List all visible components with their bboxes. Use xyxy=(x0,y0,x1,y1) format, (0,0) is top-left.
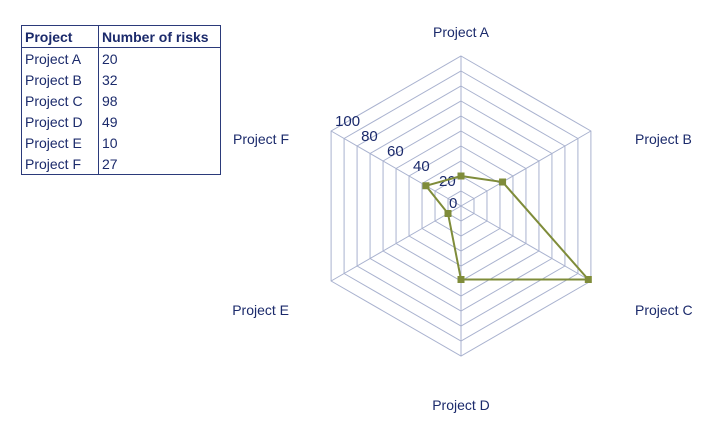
table-cell-risks: 32 xyxy=(102,71,118,88)
radial-tick-label: 100 xyxy=(335,113,360,130)
table-cell-risks: 27 xyxy=(102,155,118,172)
radial-tick-label: 40 xyxy=(413,158,430,175)
data-point xyxy=(444,210,452,217)
data-point xyxy=(457,276,465,283)
category-label: Project B xyxy=(635,131,692,147)
table-row: Project C 98 xyxy=(21,90,221,111)
category-label: Project D xyxy=(432,397,490,413)
grid-spoke xyxy=(330,205,462,282)
table-cell-project: Project B xyxy=(21,69,99,90)
table-cell-risks: 98 xyxy=(102,92,118,109)
table-cell-project: Project C xyxy=(21,90,99,111)
risk-data-table: Project Number of risks Project A 20 Pro… xyxy=(21,25,221,175)
data-point xyxy=(422,182,430,190)
radial-tick-label: 20 xyxy=(439,173,456,190)
table-row: Project B 32 xyxy=(21,69,221,90)
grid-spoke xyxy=(460,205,592,282)
data-point xyxy=(499,178,507,186)
grid-spoke xyxy=(460,130,592,207)
table-cell-risks: 20 xyxy=(102,50,118,67)
table-cell-risks: 49 xyxy=(102,113,118,130)
data-series-line xyxy=(424,174,591,281)
table-cell-risks: 10 xyxy=(102,134,118,151)
table-cell-project: Project A xyxy=(21,47,99,69)
table-cell-project: Project E xyxy=(21,132,99,153)
table-row: Project A 20 xyxy=(21,47,221,69)
table-cell-project: Project D xyxy=(21,111,99,132)
table-cell-project: Project F xyxy=(21,153,99,175)
table-row: Project E 10 xyxy=(21,132,221,153)
radial-tick-label: 60 xyxy=(387,143,404,160)
category-label: Project F xyxy=(233,131,289,147)
category-label: Project A xyxy=(433,24,490,40)
grid-spoke xyxy=(330,130,462,207)
radial-tick-label: 80 xyxy=(361,128,378,145)
data-point xyxy=(457,172,465,180)
category-label: Project E xyxy=(232,302,289,318)
table-header-row: Project Number of risks xyxy=(21,25,221,48)
table-header-number-of-risks: Number of risks xyxy=(98,25,221,48)
table-row: Project D 49 xyxy=(21,111,221,132)
category-label: Project C xyxy=(635,302,693,318)
table-header-project: Project xyxy=(21,25,99,48)
data-point xyxy=(584,276,592,283)
radial-tick-label: 0 xyxy=(449,195,457,212)
table-row: Project F 27 xyxy=(21,153,221,175)
